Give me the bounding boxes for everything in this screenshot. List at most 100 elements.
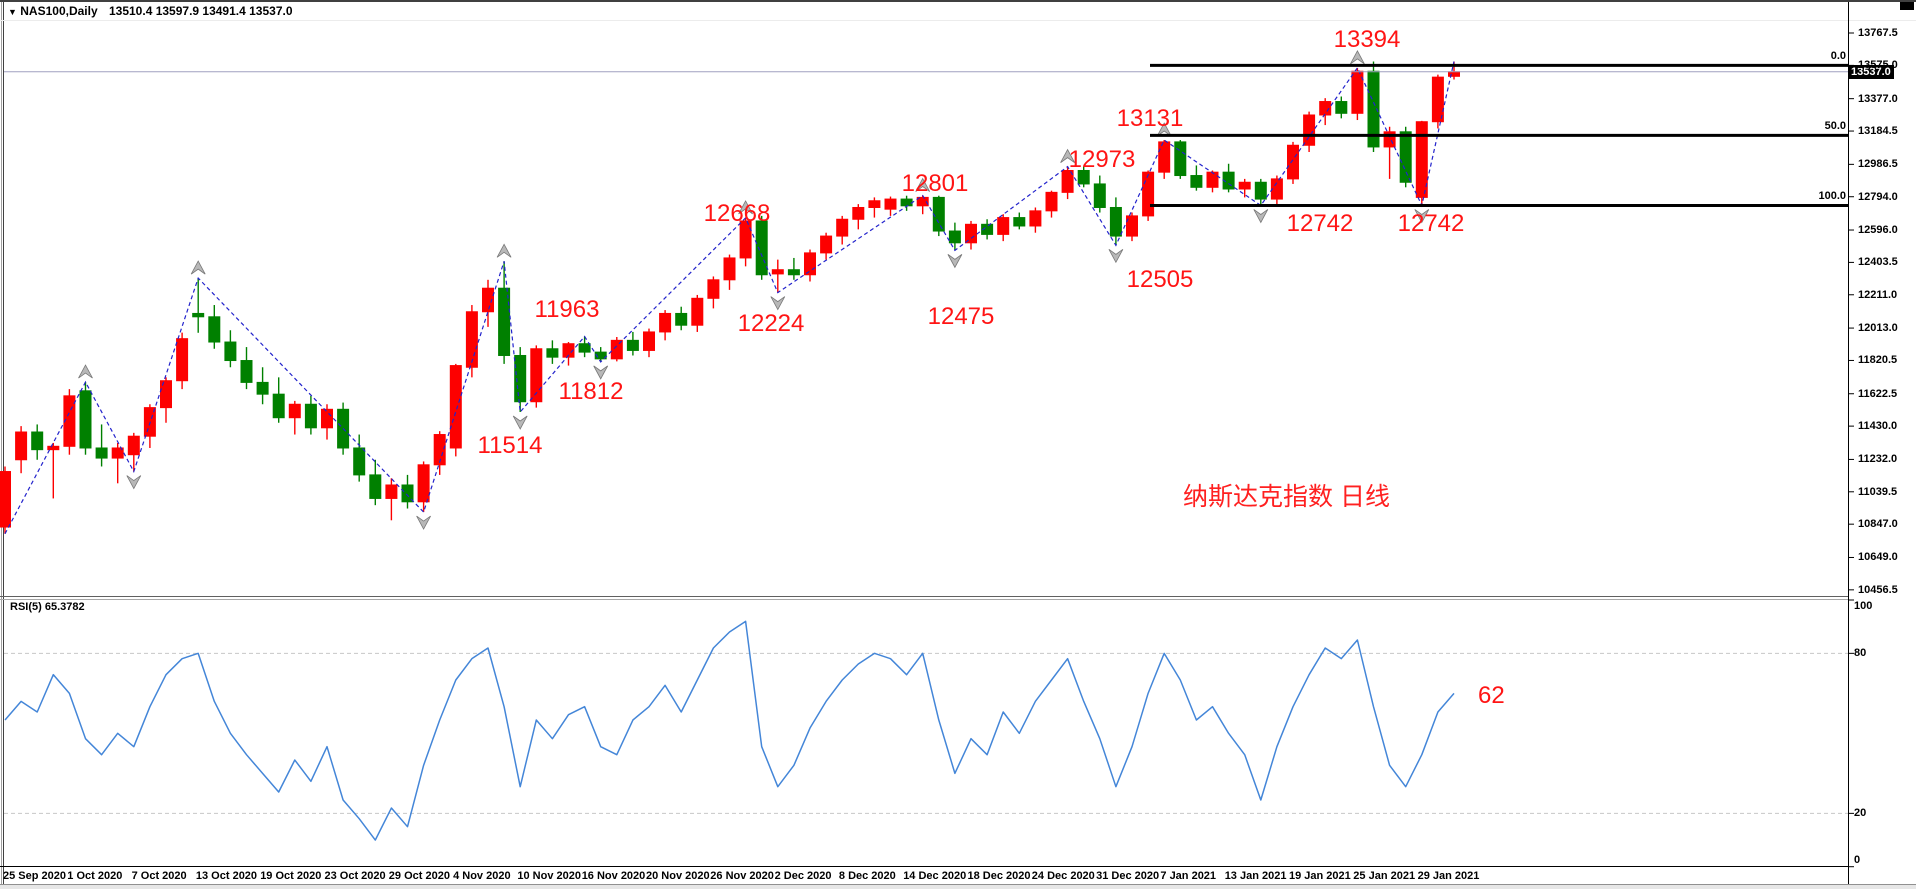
price-axis-label: 13767.5 [1858,27,1898,39]
time-axis-label: 8 Dec 2020 [838,870,896,882]
swing-price-label: 13394 [1333,26,1401,53]
swing-price-label: 12224 [737,310,805,337]
candle-body [981,223,994,235]
price-axis-label: 11039.5 [1858,485,1898,498]
time-axis-label: 16 Nov 2020 [581,870,646,882]
time-axis-label: 20 Nov 2020 [646,870,710,882]
candle-body [304,403,317,429]
price-axis-label: 12403.5 [1858,256,1898,269]
candle-body [353,447,366,476]
rsi-line [4,620,1455,841]
time-axis-label: 1 Oct 2020 [67,870,123,882]
candle-body [787,269,800,276]
swing-high-arrow-icon [190,260,206,275]
candle-body [804,252,816,276]
swing-price-label: 12742 [1286,210,1354,237]
candle-body [417,464,430,503]
swing-low-arrow-icon [512,415,528,430]
candle-body [771,269,784,275]
price-axis-label: 10847.0 [1858,518,1898,531]
candle-body [482,287,494,313]
swing-low-arrow-icon [416,515,431,530]
fib-level-label: 100.0 [1818,190,1846,203]
candle-body [675,312,688,326]
rsi-axis-label: 80 [1854,647,1867,660]
candle-body [369,474,382,499]
window-corner-mark [1900,2,1914,10]
candle-body [63,395,76,447]
candle-body [208,316,221,343]
price-axis-label: 10649.0 [1858,551,1898,564]
swing-low-arrow-icon [1414,209,1430,224]
time-axis-label: 25 Jan 2021 [1353,870,1416,882]
zigzag-line [4,61,1455,535]
candle-body [498,287,511,356]
candle-body [0,471,11,528]
time-axis-label: 2 Dec 2020 [774,870,832,882]
swing-low-arrow-icon [1253,209,1269,224]
price-axis-label: 12596.0 [1858,224,1898,237]
candle-body [15,431,28,461]
candle-body [836,218,849,237]
swing-high-arrow-icon [78,364,93,379]
candle-body [224,341,237,362]
candle-body [95,447,108,459]
candle-body [1431,76,1444,123]
swing-price-label: 11812 [558,378,624,405]
candle-body [1126,215,1138,237]
candle-body [578,343,591,353]
candle-body [1029,210,1042,227]
swing-low-arrow-icon [593,365,609,380]
price-plot-area[interactable] [4,21,1848,595]
chart-watermark: 纳斯达克指数 日线 [1183,483,1390,511]
time-axis-label: 26 Nov 2020 [710,870,774,882]
candle-body [610,339,623,360]
candle-body [997,217,1010,235]
candle-body [240,360,253,383]
price-axis-label: 12013.0 [1858,322,1898,335]
candle-body [884,198,897,210]
rsi-axis-label: 100 [1854,600,1873,612]
candle-body [643,331,655,351]
swing-high-arrow-icon [496,243,512,258]
candle-body [401,484,414,503]
time-axis-label: 10 Nov 2020 [517,870,581,882]
time-axis-label: 7 Jan 2021 [1160,870,1217,882]
candle-body [1190,175,1203,188]
candle-body [820,235,833,254]
price-axis-label: 13184.5 [1858,125,1898,138]
swing-price-label: 12801 [901,170,969,197]
time-axis-label: 18 Dec 2020 [967,870,1031,882]
time-axis-label: 24 Dec 2020 [1031,870,1095,882]
candle-body [514,354,527,403]
price-axis-label: 11232.0 [1858,453,1898,466]
price-axis-label: 12794.0 [1858,190,1898,203]
candle-body [948,230,961,244]
price-axis-label: 12986.5 [1858,158,1898,171]
candle-body [691,297,704,326]
fib-level-label: 0.0 [1830,50,1846,63]
candle-body [1415,121,1428,198]
time-axis-label: 25 Sep 2020 [3,870,66,882]
rsi-plot-area[interactable] [4,600,1848,866]
candle-body [160,380,172,409]
candle-body [1174,141,1187,177]
fib-level-label: 50.0 [1824,120,1846,133]
rsi-indicator-label: RSI(5) 65.3782 [10,601,85,613]
candle-body [321,408,333,429]
candles-group [0,61,1460,534]
candle-body [1142,171,1155,217]
time-axis-label: 7 Oct 2020 [131,870,187,882]
price-axis-label: 13575.0 [1858,59,1898,72]
time-axis-label: 31 Dec 2020 [1096,870,1160,882]
candle-body [755,220,768,276]
price-axis-scale[interactable] [1848,21,1916,866]
swing-price-label: 13131 [1116,105,1184,132]
candle-body [1013,217,1026,227]
swing-high-arrow-icon [1060,148,1075,163]
symbol-dropdown-icon[interactable]: ▼ [8,7,17,17]
rsi-axis-label: 20 [1854,807,1867,820]
candle-body [288,403,301,419]
time-axis-label: 19 Oct 2020 [260,870,322,882]
